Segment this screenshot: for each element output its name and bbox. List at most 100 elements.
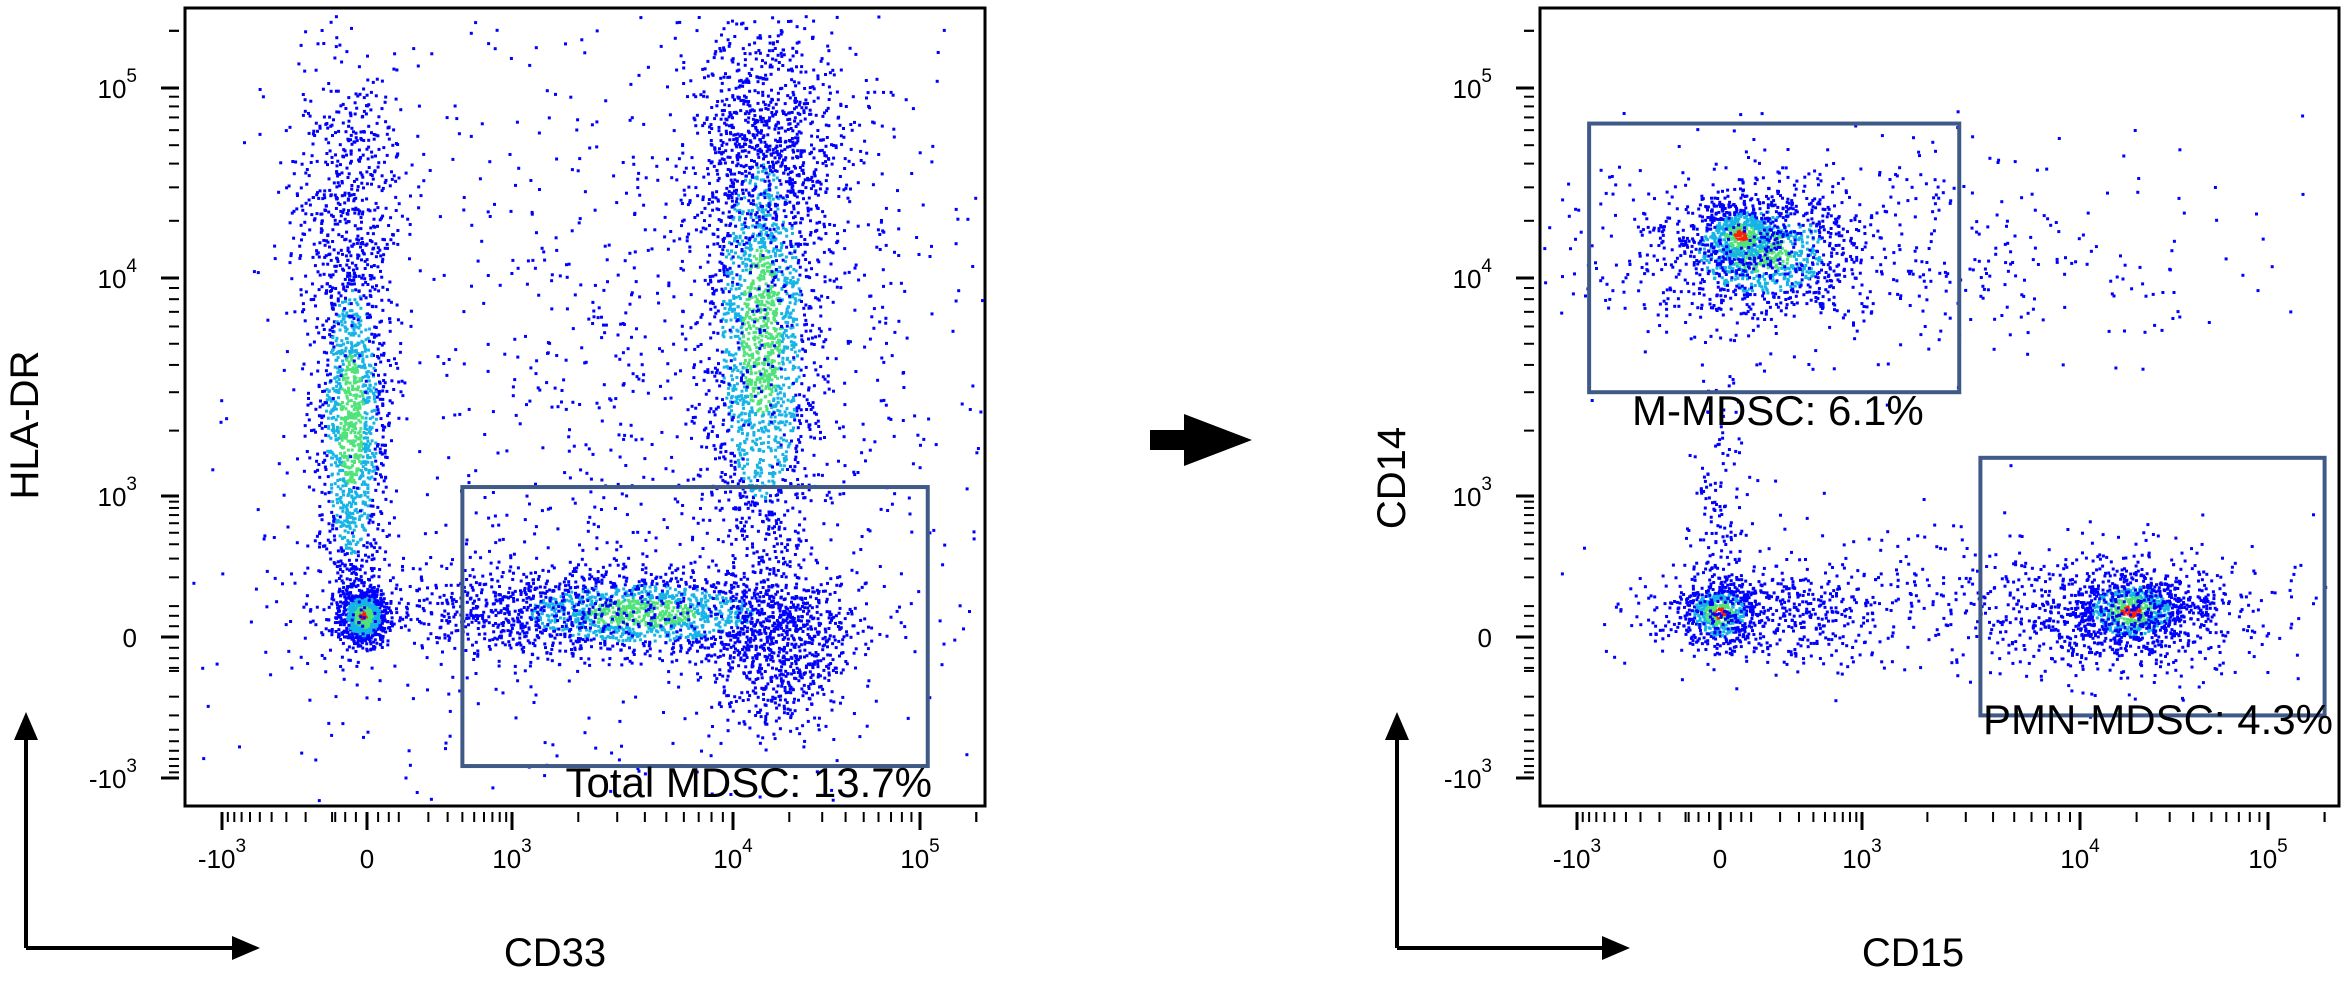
event-dot bbox=[758, 378, 762, 382]
event-dot bbox=[372, 645, 376, 648]
event-dot bbox=[725, 694, 729, 698]
event-dot bbox=[790, 439, 793, 443]
event-dot bbox=[368, 518, 372, 522]
event-dot bbox=[357, 148, 361, 152]
event-dot bbox=[788, 181, 792, 185]
event-dot bbox=[314, 407, 318, 411]
event-dot bbox=[763, 355, 767, 359]
event-dot bbox=[759, 310, 762, 314]
event-dot bbox=[325, 152, 329, 155]
event-dot bbox=[761, 169, 765, 173]
event-dot bbox=[723, 473, 727, 476]
event-dot bbox=[331, 336, 335, 340]
event-dot bbox=[323, 189, 327, 193]
event-dot bbox=[829, 538, 833, 542]
event-dot bbox=[733, 178, 737, 182]
event-dot bbox=[788, 301, 792, 305]
event-dot bbox=[712, 164, 716, 168]
event-dot bbox=[772, 247, 776, 251]
event-dot bbox=[738, 145, 742, 149]
event-dot bbox=[372, 366, 376, 370]
event-dot bbox=[767, 172, 771, 176]
event-dot bbox=[367, 624, 370, 628]
event-dot bbox=[807, 402, 810, 405]
event-dot bbox=[369, 636, 373, 640]
event-dot bbox=[709, 278, 712, 282]
event-dot bbox=[351, 387, 355, 391]
event-dot bbox=[804, 70, 808, 74]
event-dot bbox=[735, 69, 739, 73]
event-dot bbox=[360, 351, 364, 354]
event-dot bbox=[341, 506, 345, 510]
event-dot bbox=[381, 529, 385, 533]
event-dot bbox=[383, 443, 387, 447]
event-dot bbox=[692, 366, 696, 370]
event-dot bbox=[799, 119, 803, 123]
event-dot bbox=[750, 379, 754, 383]
event-dot bbox=[320, 439, 324, 443]
event-dot bbox=[736, 62, 740, 66]
event-dot bbox=[744, 665, 748, 669]
plot-frame bbox=[183, 6, 987, 808]
event-dot bbox=[354, 492, 358, 496]
event-dot bbox=[743, 278, 747, 282]
event-dot bbox=[347, 209, 350, 213]
event-dot bbox=[778, 332, 782, 336]
event-dot bbox=[385, 242, 389, 246]
event-dot bbox=[774, 124, 778, 128]
event-dot bbox=[370, 514, 374, 518]
event-dot bbox=[347, 172, 351, 176]
event-dot bbox=[794, 166, 797, 170]
event-dot bbox=[765, 231, 769, 234]
event-dot bbox=[800, 414, 804, 418]
event-dot bbox=[341, 359, 345, 363]
event-dot bbox=[823, 275, 827, 279]
event-dot bbox=[329, 275, 333, 279]
event-dot bbox=[348, 526, 352, 530]
event-dot bbox=[713, 315, 717, 319]
event-dot bbox=[797, 375, 801, 379]
event-dot bbox=[372, 137, 376, 141]
event-dot bbox=[365, 170, 369, 174]
event-dot bbox=[797, 258, 801, 262]
event-dot bbox=[774, 375, 777, 378]
event-dot bbox=[764, 171, 768, 175]
event-dot bbox=[363, 345, 367, 349]
event-dot bbox=[355, 177, 359, 181]
event-dot bbox=[388, 317, 392, 321]
event-dot bbox=[384, 95, 388, 99]
event-dot bbox=[722, 376, 726, 380]
event-dot bbox=[390, 177, 394, 181]
event-dot bbox=[741, 467, 745, 471]
event-dot bbox=[376, 251, 380, 254]
event-dot bbox=[729, 400, 733, 404]
event-dot bbox=[381, 402, 385, 406]
event-dot bbox=[346, 530, 350, 534]
event-dot bbox=[362, 581, 366, 585]
event-dot bbox=[756, 170, 760, 174]
event-dot bbox=[378, 218, 382, 222]
event-dot bbox=[717, 362, 720, 366]
event-dot bbox=[355, 267, 359, 271]
event-dot bbox=[781, 109, 785, 113]
event-dot bbox=[375, 593, 379, 597]
event-dot bbox=[360, 415, 364, 419]
event-dot bbox=[742, 340, 746, 344]
event-dot bbox=[739, 521, 743, 524]
event-dot bbox=[360, 400, 364, 404]
event-dot bbox=[753, 239, 757, 243]
event-dot bbox=[767, 344, 771, 348]
event-dot bbox=[764, 405, 768, 408]
event-dot bbox=[383, 627, 387, 630]
event-dot bbox=[330, 486, 334, 490]
event-dot bbox=[358, 377, 362, 381]
event-dot bbox=[352, 423, 356, 427]
event-dot bbox=[775, 176, 779, 180]
event-dot bbox=[727, 534, 731, 538]
event-dot bbox=[399, 390, 403, 394]
event-dot bbox=[765, 121, 769, 125]
event-dot bbox=[337, 378, 341, 381]
event-dot bbox=[322, 336, 326, 340]
event-dot bbox=[739, 425, 743, 429]
event-dot bbox=[350, 470, 354, 474]
